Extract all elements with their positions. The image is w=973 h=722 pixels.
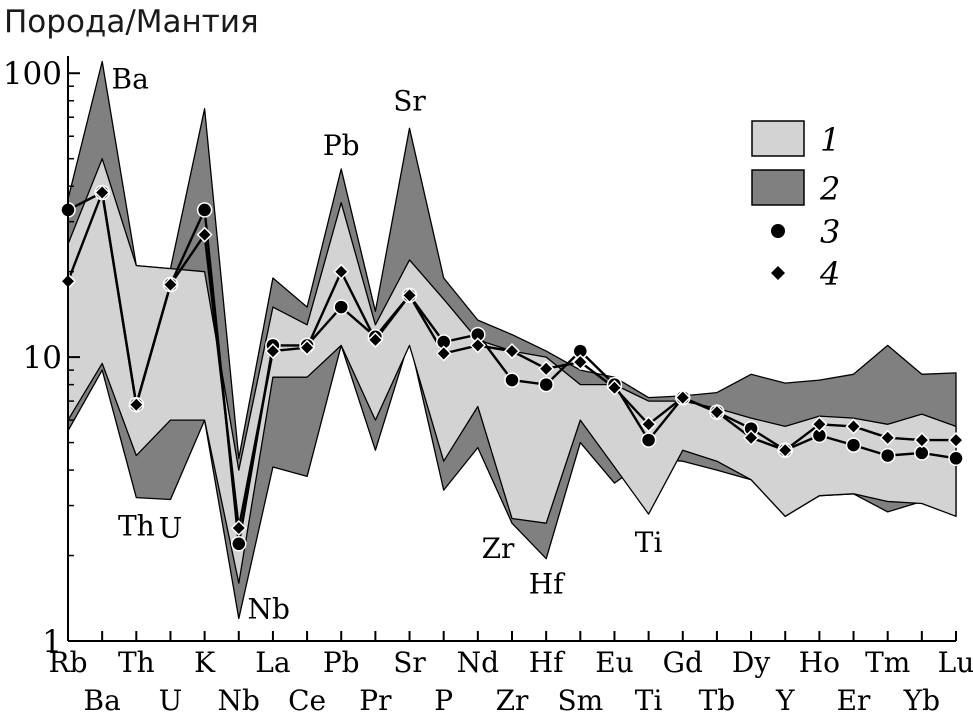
series-4-point-Yb xyxy=(913,432,930,449)
series-3-point-Hf xyxy=(538,376,554,393)
x-tick-label-Gd: Gd xyxy=(663,646,703,679)
legend-label-1: 1 xyxy=(820,121,840,159)
x-tick-label-Rb: Rb xyxy=(48,646,87,679)
x-tick-label-P: P xyxy=(434,684,453,717)
x-tick-label-Ti: Ti xyxy=(635,684,663,717)
series-4-point-Nb xyxy=(230,519,247,537)
annotation-Sr: Sr xyxy=(393,84,426,117)
series-4-point-Ti xyxy=(640,416,657,433)
annotation-Pb: Pb xyxy=(323,129,360,162)
x-tick-label-Sm: Sm xyxy=(557,684,603,717)
series-3-point-Ti xyxy=(640,432,657,448)
series-3-point-Tm xyxy=(879,447,896,464)
element-annotations: Ba Th U Nb Pb Sr Zr Hf Ti xyxy=(112,62,663,625)
series-3-point-Nb xyxy=(231,536,247,552)
legend-label-3: 3 xyxy=(820,213,840,251)
series-4-point-La xyxy=(264,343,281,360)
series-4-point-Lu xyxy=(947,432,965,449)
x-tick-label-Ho: Ho xyxy=(799,646,840,679)
series-4-point-Dy xyxy=(743,429,760,446)
x-tick-label-Tb: Tb xyxy=(699,684,736,717)
band-1 xyxy=(67,158,957,584)
series-4-point-Sr xyxy=(401,287,418,304)
series-4-point-K xyxy=(196,226,213,243)
series-4-point-Pb xyxy=(333,263,350,280)
chart-title: Порода/Мантия xyxy=(4,4,259,40)
series-4-point-U xyxy=(162,276,179,293)
series-4-point-Ba xyxy=(94,184,111,201)
x-tick-label-Pb: Pb xyxy=(323,646,360,679)
series-4-point-Ce xyxy=(299,339,316,356)
x-tick-label-U: U xyxy=(159,684,183,717)
series-4-point-Pr xyxy=(367,331,384,348)
series-4-point-Th xyxy=(128,396,145,413)
y-tick-label-1: 1 xyxy=(42,624,62,660)
y-tick-label-100: 100 xyxy=(3,56,62,92)
series-4-point-Y xyxy=(777,442,794,459)
x-tick-label-Y: Y xyxy=(775,684,795,717)
x-tick-label-K: K xyxy=(194,646,216,679)
y-tick-label-10: 10 xyxy=(23,340,62,376)
x-tick-label-La: La xyxy=(255,646,290,679)
annotation-Ba: Ba xyxy=(112,62,149,95)
series-4-point-Sm xyxy=(572,354,589,371)
legend-swatch-1 xyxy=(751,120,805,157)
series-3-point-Er xyxy=(845,437,862,453)
x-tick-label-Th: Th xyxy=(118,646,155,679)
annotation-U: U xyxy=(159,512,183,545)
series-3-point-Lu xyxy=(948,450,964,467)
x-tick-label-Sr: Sr xyxy=(393,646,426,679)
x-tick-label-Nd: Nd xyxy=(457,646,500,679)
series-4-point-Ho xyxy=(811,416,828,433)
x-ticks: RbBaThUKNbLaCePbPrSrPNdZrHfSmEuTiGdTbDyY… xyxy=(48,631,973,717)
annotation-Ti: Ti xyxy=(635,526,663,559)
series-layer xyxy=(59,184,965,552)
y-ticks: 1 10 100 xyxy=(3,56,80,660)
series-4-point-Eu xyxy=(606,379,623,396)
series-4-point-Hf xyxy=(538,360,555,377)
x-tick-label-Ba: Ba xyxy=(84,684,121,717)
legend-marker-3 xyxy=(771,224,785,238)
series-3-point-Zr xyxy=(504,372,520,388)
annotation-Th: Th xyxy=(118,510,155,543)
series-4-point-P xyxy=(435,345,452,362)
x-tick-label-Lu: Lu xyxy=(938,646,973,679)
series-3-point-Pb xyxy=(333,299,349,315)
series-4-point-Tb xyxy=(708,404,725,421)
x-tick-label-Er: Er xyxy=(837,684,871,717)
legend: 1 2 3 4 xyxy=(751,120,840,293)
legend-label-4: 4 xyxy=(819,255,840,293)
series-4-point-Gd xyxy=(674,389,691,406)
series-4-point-Er xyxy=(845,418,862,435)
series-3-point-K xyxy=(196,202,213,218)
series-4-point-Zr xyxy=(503,343,521,360)
legend-swatch-2 xyxy=(751,169,805,206)
legend-marker-4 xyxy=(771,266,785,280)
x-tick-label-Pr: Pr xyxy=(359,684,392,717)
x-tick-label-Hf: Hf xyxy=(529,646,566,679)
x-tick-label-Ce: Ce xyxy=(288,684,326,717)
bands-layer xyxy=(67,60,957,620)
x-tick-label-Eu: Eu xyxy=(595,646,633,679)
x-tick-label-Dy: Dy xyxy=(732,646,770,679)
annotation-Zr: Zr xyxy=(482,532,515,565)
annotation-Nb: Nb xyxy=(248,593,290,626)
series-4-point-Tm xyxy=(879,429,896,446)
legend-label-2: 2 xyxy=(819,170,840,208)
annotation-Hf: Hf xyxy=(529,568,566,601)
x-tick-label-Yb: Yb xyxy=(903,684,940,717)
series-4-point-Nd xyxy=(469,337,486,354)
x-tick-label-Tm: Tm xyxy=(865,646,910,679)
x-tick-label-Nb: Nb xyxy=(218,684,260,717)
x-tick-label-Zr: Zr xyxy=(496,684,529,717)
